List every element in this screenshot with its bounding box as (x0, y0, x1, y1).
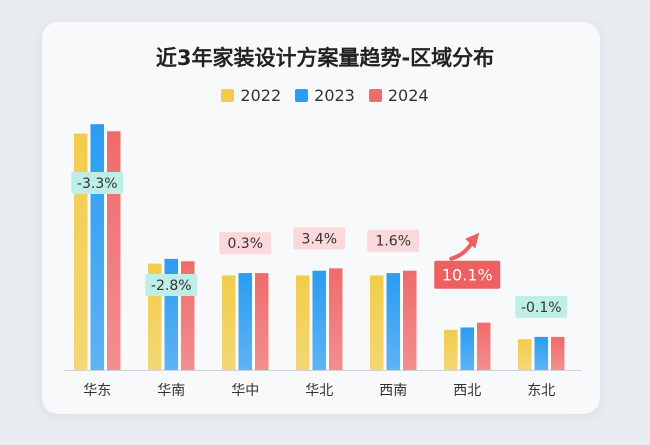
change-label: 1.6% (375, 234, 411, 250)
change-badge (71, 172, 124, 194)
chart-title: 近3年家装设计方案量趋势-区域分布 (155, 46, 495, 70)
bar-2024-东北[interactable] (551, 336, 565, 370)
bar-2023-华中[interactable] (238, 273, 253, 370)
legend-item-2024[interactable]: 2024 (368, 86, 429, 105)
bar-2023-华东[interactable] (90, 124, 105, 370)
x-tick-label: 西北 (453, 383, 481, 399)
trend-up-arrowhead-icon (465, 232, 480, 249)
change-label: -0.1% (521, 300, 562, 316)
bar-2024-西北[interactable] (477, 322, 491, 370)
legend-label-2024: 2024 (387, 86, 429, 105)
bar-2024-西南[interactable] (403, 270, 417, 370)
bar-2023-西北[interactable] (460, 327, 475, 370)
bar-2024-华中[interactable] (255, 273, 269, 370)
bar-2024-华北[interactable] (329, 268, 343, 370)
legend-swatch-2024 (368, 89, 382, 102)
bar-2023-西南[interactable] (386, 273, 401, 370)
x-tick-label: 华南 (157, 383, 185, 399)
change-badge (434, 260, 501, 289)
legend-swatch-2023 (295, 89, 309, 102)
change-label: 0.3% (227, 236, 263, 252)
legend-label-2023: 2023 (314, 86, 355, 105)
change-badge (367, 229, 420, 252)
bar-2022-华东[interactable] (74, 133, 88, 370)
bar-2023-东北[interactable] (534, 336, 549, 370)
x-tick-label: 东北 (527, 383, 555, 399)
legend-label-2022: 2022 (240, 86, 282, 105)
x-tick-label: 华中 (231, 383, 259, 399)
chart-legend: 2022 2023 2024 (0, 86, 650, 105)
change-label: -2.8% (151, 278, 192, 294)
bar-2023-华北[interactable] (312, 270, 327, 370)
change-label: -3.3% (77, 176, 118, 192)
bar-2022-华北[interactable] (296, 275, 310, 370)
legend-item-2023[interactable]: 2023 (295, 86, 355, 105)
x-tick-label: 华东 (83, 383, 111, 399)
x-tick-label: 华北 (305, 383, 333, 399)
bar-2022-西北[interactable] (444, 329, 458, 370)
legend-swatch-2022 (221, 89, 235, 102)
bar-2022-华中[interactable] (222, 275, 236, 370)
change-label: 10.1% (442, 266, 493, 285)
x-tick-label: 西南 (379, 383, 407, 399)
bar-2022-西南[interactable] (370, 275, 384, 370)
legend-item-2022[interactable]: 2022 (221, 86, 281, 105)
change-label: 3.4% (301, 231, 337, 247)
bar-2022-东北[interactable] (518, 339, 532, 370)
change-badge (219, 232, 272, 255)
change-badge (145, 274, 198, 296)
change-badge (515, 295, 568, 318)
bar-2024-华东[interactable] (107, 131, 121, 370)
change-badge (293, 227, 346, 250)
